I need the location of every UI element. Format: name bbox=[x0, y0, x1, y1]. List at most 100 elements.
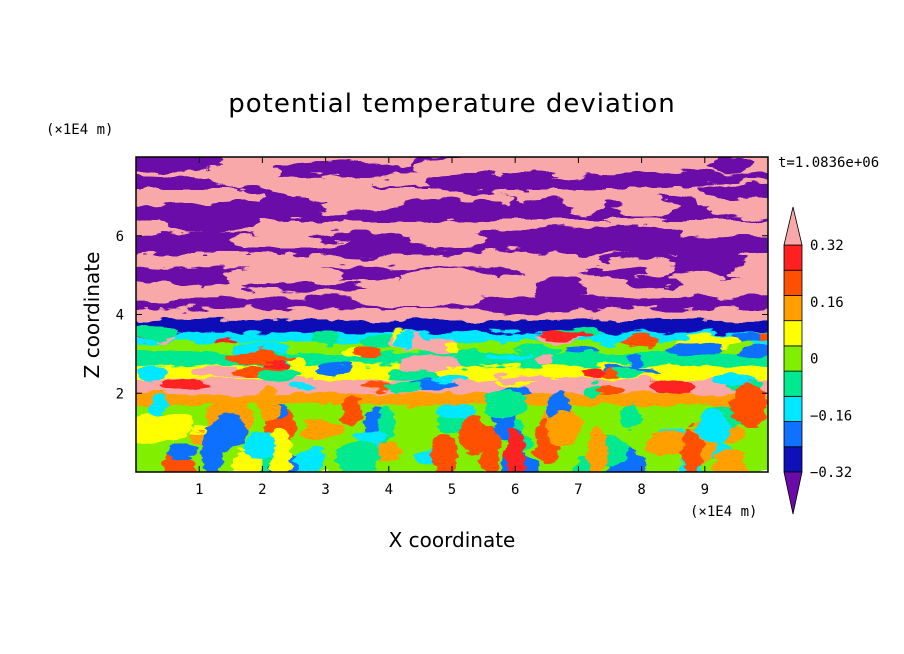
colorbar-segment bbox=[783, 345, 803, 372]
contour-blob bbox=[224, 265, 344, 288]
colorbar-segment bbox=[783, 295, 803, 322]
contour-blob bbox=[730, 396, 767, 412]
contour-plume bbox=[479, 426, 500, 472]
contour-blob bbox=[712, 447, 746, 472]
contour-plume bbox=[201, 426, 222, 472]
contour-blob bbox=[409, 229, 487, 249]
y-tick-label: 4 bbox=[116, 308, 124, 324]
contour-blob bbox=[706, 198, 768, 218]
colorbar-segment bbox=[783, 269, 803, 296]
contour-blob bbox=[350, 291, 484, 307]
colorbar-extend-max bbox=[783, 206, 803, 246]
contour-plume bbox=[505, 426, 526, 472]
contour-band bbox=[136, 308, 768, 322]
contour-blob bbox=[136, 281, 208, 303]
colorbar-segment bbox=[783, 370, 803, 397]
contour-blob bbox=[316, 364, 351, 375]
y-axis-label: Z coordinate bbox=[80, 252, 104, 379]
contour-blob bbox=[162, 210, 258, 232]
contour-blob bbox=[621, 401, 640, 432]
colorbar-tick-label: 0 bbox=[810, 352, 818, 368]
contour-blob bbox=[492, 226, 624, 243]
contour-blob bbox=[267, 161, 401, 180]
contour-blob bbox=[673, 342, 723, 358]
colorbar-tick-label: −0.32 bbox=[810, 465, 852, 481]
contour-blob bbox=[698, 409, 729, 446]
contour-blob bbox=[261, 175, 375, 199]
contour-blob bbox=[393, 332, 415, 348]
contour-blob bbox=[486, 354, 532, 361]
contour-blob bbox=[309, 232, 399, 242]
contour-band bbox=[136, 320, 768, 334]
contour-blob bbox=[737, 347, 768, 359]
contour-blob bbox=[595, 233, 700, 252]
x-tick-label: 4 bbox=[385, 482, 393, 498]
contour-blob bbox=[334, 440, 381, 472]
colorbar-tick-label: 0.16 bbox=[810, 295, 844, 311]
colorbar-extend-min bbox=[783, 471, 803, 515]
contour-blob bbox=[437, 403, 477, 421]
contour-blob bbox=[328, 245, 393, 259]
colorbar-segment bbox=[783, 395, 803, 422]
contour-blob bbox=[673, 260, 718, 275]
contour-blob bbox=[564, 347, 599, 354]
contour-blob bbox=[137, 365, 168, 381]
colorbar-segment bbox=[783, 244, 803, 271]
y-tick-label: 6 bbox=[116, 229, 124, 245]
contour-field bbox=[136, 157, 768, 472]
contour-blob bbox=[167, 445, 200, 460]
x-unit-label: (×1E4 m) bbox=[690, 504, 757, 520]
contour-blob bbox=[443, 343, 461, 353]
contour-blob bbox=[752, 341, 768, 349]
x-tick-label: 2 bbox=[258, 482, 266, 498]
x-tick-label: 9 bbox=[701, 482, 709, 498]
contour-blob bbox=[513, 344, 562, 353]
contour-blob bbox=[300, 421, 345, 440]
contour-blob bbox=[257, 385, 280, 421]
contour-blob bbox=[534, 331, 591, 341]
contour-plume bbox=[271, 426, 292, 472]
contour-blob bbox=[342, 396, 364, 429]
contour-blob bbox=[159, 380, 211, 390]
contour-band bbox=[136, 393, 768, 407]
y-unit-label: (×1E4 m) bbox=[46, 122, 113, 138]
contour-blob bbox=[458, 417, 488, 453]
contour-blob bbox=[614, 379, 656, 390]
contour-blob bbox=[595, 383, 624, 396]
chart-title: potential temperature deviation bbox=[228, 89, 675, 119]
contour-blob bbox=[431, 433, 458, 472]
contour-blob bbox=[645, 430, 693, 457]
contour-blob bbox=[240, 356, 298, 364]
contour-blob bbox=[148, 396, 167, 419]
contour-blob bbox=[291, 357, 309, 374]
contour-blob bbox=[725, 265, 768, 283]
contour-blob bbox=[501, 170, 561, 180]
contour-blob bbox=[401, 355, 461, 371]
contour-blob bbox=[591, 269, 648, 279]
contour-blob bbox=[155, 412, 194, 441]
contour-blob bbox=[193, 201, 327, 217]
contour-blob bbox=[214, 337, 238, 345]
contour-blob bbox=[484, 390, 526, 418]
contour-blob bbox=[469, 295, 574, 314]
colorbar-tick-label: 0.32 bbox=[810, 238, 844, 254]
contour-blob bbox=[582, 366, 604, 379]
colorbar: 0.32 0.16 0 −0.16 −0.32 bbox=[783, 206, 852, 515]
x-tick-label: 7 bbox=[574, 482, 582, 498]
contour-blob bbox=[495, 375, 550, 384]
contour-blob bbox=[294, 447, 325, 472]
contour-blob bbox=[398, 198, 511, 211]
contour-blob bbox=[706, 157, 751, 172]
contour-blob bbox=[257, 369, 301, 382]
x-tick-label: 6 bbox=[511, 482, 519, 498]
contour-blob bbox=[136, 157, 224, 173]
contour-blob bbox=[546, 409, 578, 448]
contour-blob bbox=[518, 198, 573, 220]
time-label: t=1.0836e+06 bbox=[778, 155, 879, 171]
x-tick-label: 8 bbox=[637, 482, 645, 498]
contour-blob bbox=[626, 352, 644, 367]
contour-plume bbox=[587, 426, 608, 472]
colorbar-segment bbox=[783, 446, 803, 473]
x-tick-label: 3 bbox=[321, 482, 329, 498]
